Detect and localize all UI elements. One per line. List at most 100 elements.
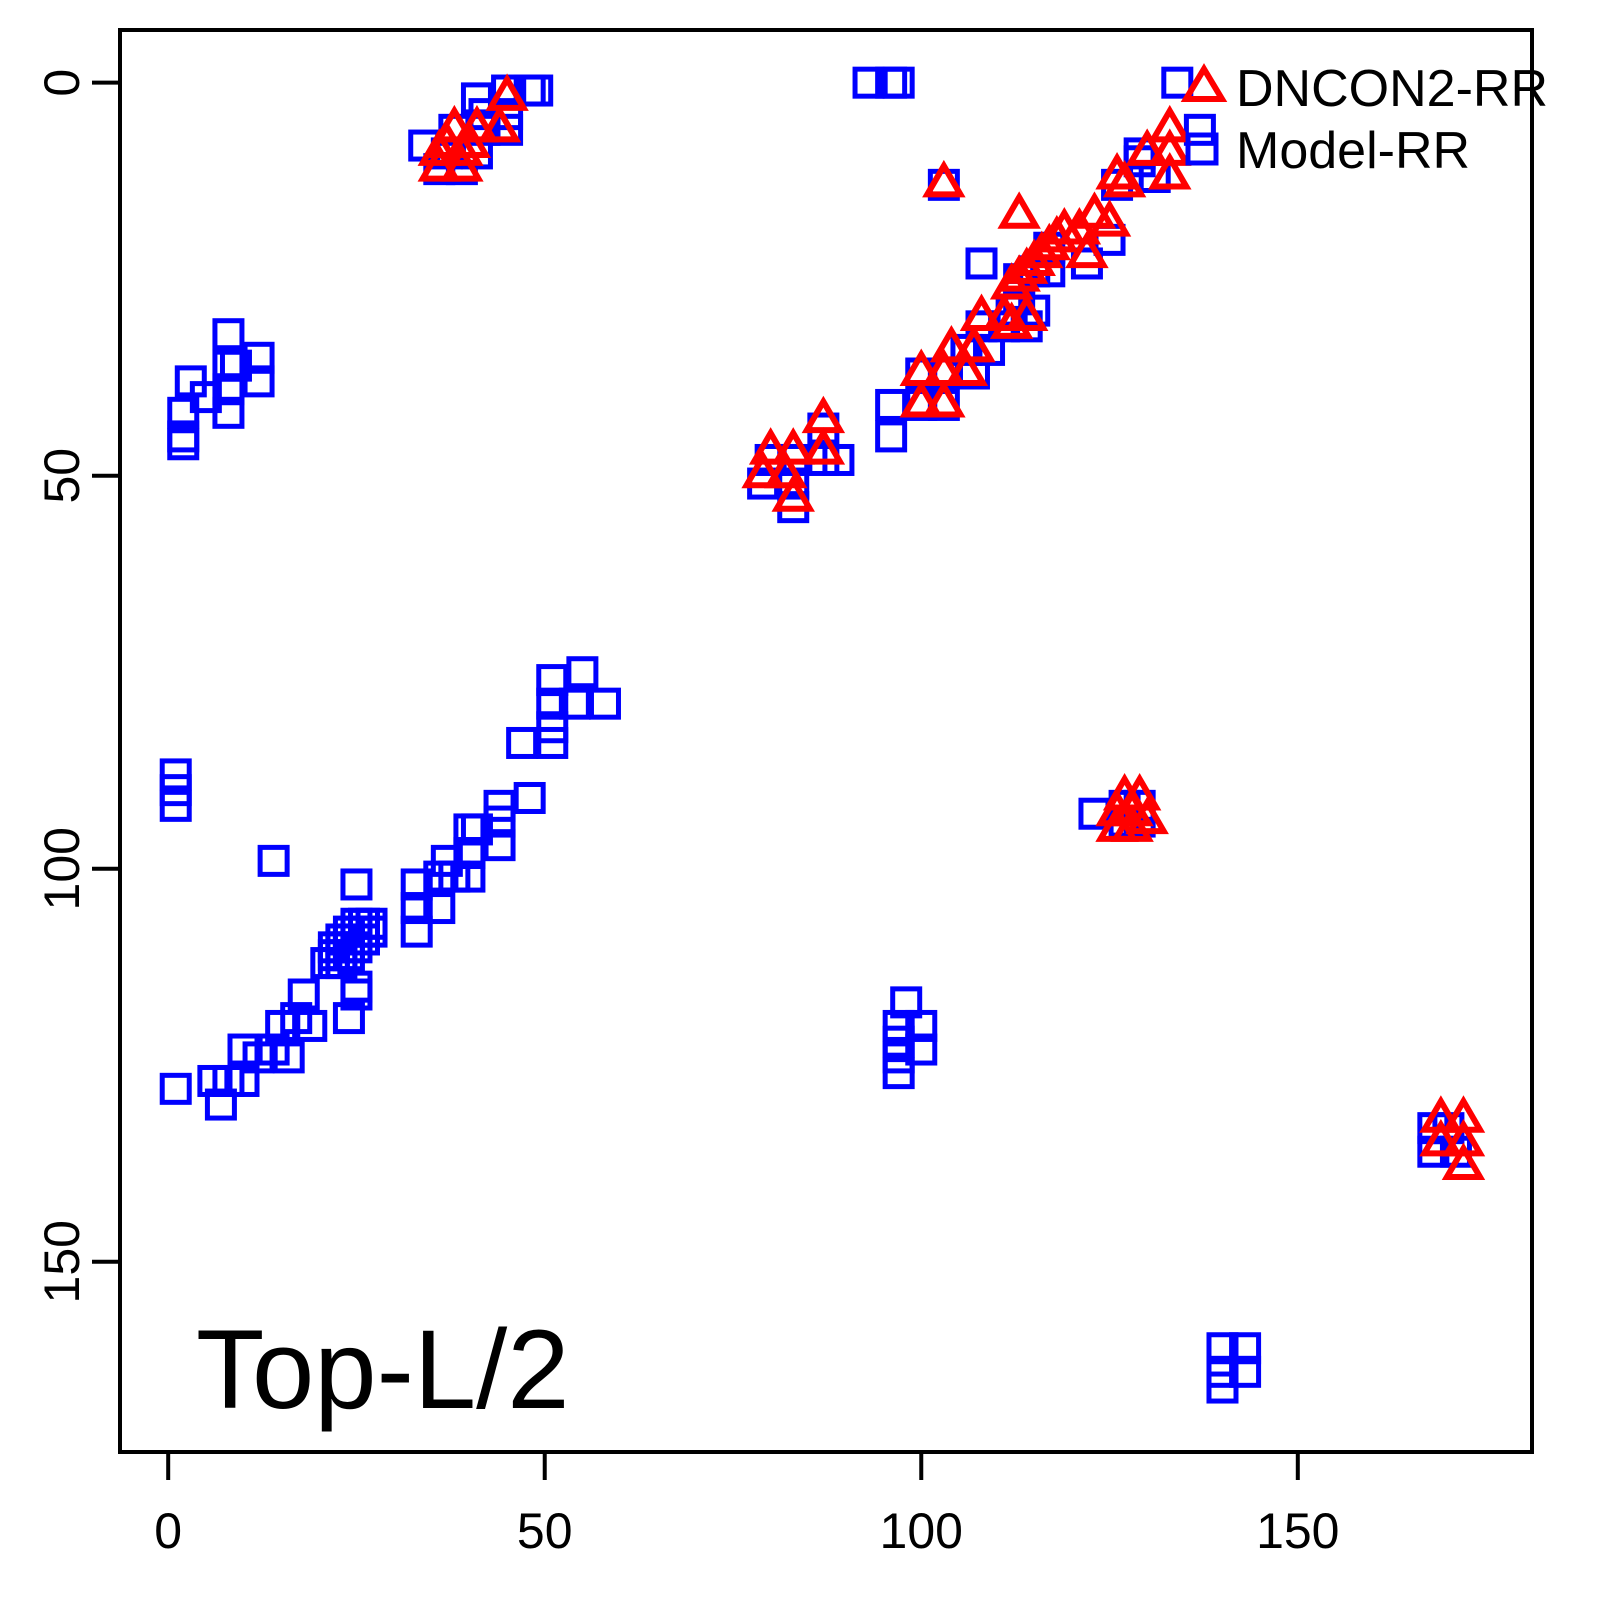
x-axis: 0 50 100 150 [154,1452,1340,1559]
model-rr-point [536,687,569,720]
model-rr-point [588,687,621,720]
model-rr-point [483,829,516,862]
dncon2-rr-point [997,191,1041,229]
dncon2-rr-point [1087,199,1132,237]
dncon2-rr-point [741,450,785,489]
model-rr-point [875,420,908,453]
y-tick-label: 50 [34,448,90,504]
model-rr-point [272,1041,305,1074]
dncon2-rr-point [922,159,966,198]
dncon2-rr-point [989,262,1034,300]
model-rr-point [882,66,915,99]
model-rr-point [1161,66,1194,99]
dncon2-rr-point [1102,159,1147,198]
dncon2-rr-point [417,144,462,182]
model-rr-point [242,341,275,374]
model-rr-point [340,978,373,1011]
dncon2-rr-point [801,427,846,465]
model-rr-point [536,726,569,759]
model-rr-point [852,66,885,99]
dncon2-rr-series [417,73,1486,1180]
model-rr-point [212,396,245,429]
model-rr-point [1229,1332,1262,1365]
dncon2-rr-point [1441,1142,1486,1180]
dncon2-rr-point [771,474,815,512]
dncon2-rr-point [929,324,974,363]
model-rr-point [257,844,290,877]
dncon2-rr-point [440,128,484,166]
model-rr-point [340,868,373,901]
model-rr-point [400,892,433,925]
dncon2-rr-point [959,293,1004,331]
model-rr-point [227,1064,260,1097]
model-rr-point [950,333,983,366]
dncon2-rr-point [899,379,944,418]
legend-square-icon [1185,132,1219,166]
legend-triangle-icon [1180,63,1228,102]
y-tick-label: 100 [34,827,90,910]
model-rr-point [159,789,192,822]
dncon2-rr-point [952,324,996,363]
model-rr-point [167,428,200,461]
model-rr-point [513,781,546,814]
y-axis: 0 50 100 150 [34,69,120,1303]
model-rr-point [882,1057,915,1090]
model-rr-point [1183,113,1216,146]
x-tick-label: 100 [880,1503,963,1559]
model-rr-point [506,726,539,759]
dncon2-rr-point [417,128,462,166]
model-rr-point [242,365,275,398]
model-rr-point [295,1009,328,1042]
model-rr-point [400,915,433,948]
dncon2-rr-point [1419,1118,1463,1157]
dncon2-rr-point [477,104,522,143]
model-rr-point [400,868,433,901]
model-rr-point [204,1088,237,1121]
model-rr-point [159,1072,192,1105]
dncon2-rr-point [748,427,793,465]
y-tick-label: 0 [34,69,90,97]
model-rr-point [536,664,569,697]
y-tick-label: 150 [34,1220,90,1303]
model-rr-point [332,1002,365,1035]
dncon2-rr-point [1065,230,1109,269]
dncon2-rr-point [1125,128,1169,166]
model-rr-point [423,892,456,925]
model-rr-point [287,978,320,1011]
model-rr-series [159,66,1472,1404]
legend: DNCON2-RR Model-RR [1180,60,1548,180]
annotation-top-l2: Top-L/2 [196,1307,570,1432]
model-rr-point [1206,1332,1239,1365]
model-rr-point [1206,1371,1239,1404]
model-rr-point [491,113,524,146]
model-rr-point [167,396,200,429]
dncon2-rr-point [1148,152,1192,190]
model-rr-point [265,1009,298,1042]
plot-border [118,28,1534,1454]
dncon2-rr-point [485,73,529,111]
x-tick-label: 150 [1256,1503,1339,1559]
model-rr-point [521,74,554,107]
dncon2-rr-point [1125,796,1169,835]
legend-label-model: Model-RR [1236,122,1470,180]
model-rr-point [965,247,998,280]
x-tick-label: 50 [517,1503,573,1559]
dncon2-rr-point [944,348,989,387]
model-rr-point [566,656,599,689]
model-rr-point [875,388,908,421]
dncon2-rr-point [989,301,1034,339]
x-tick-label: 0 [154,1503,182,1559]
dncon2-rr-point [1110,804,1154,842]
model-rr-point [212,318,245,351]
dncon2-rr-point [771,427,815,465]
dncon2-rr-point [922,379,966,418]
dncon2-rr-point [763,450,808,489]
model-rr-point [423,860,456,893]
model-rr-point [212,373,245,406]
legend-label-dncon2: DNCON2-RR [1236,60,1548,118]
dncon2-rr-point [440,144,484,182]
model-rr-point [483,805,516,838]
model-rr-point [905,1033,938,1066]
